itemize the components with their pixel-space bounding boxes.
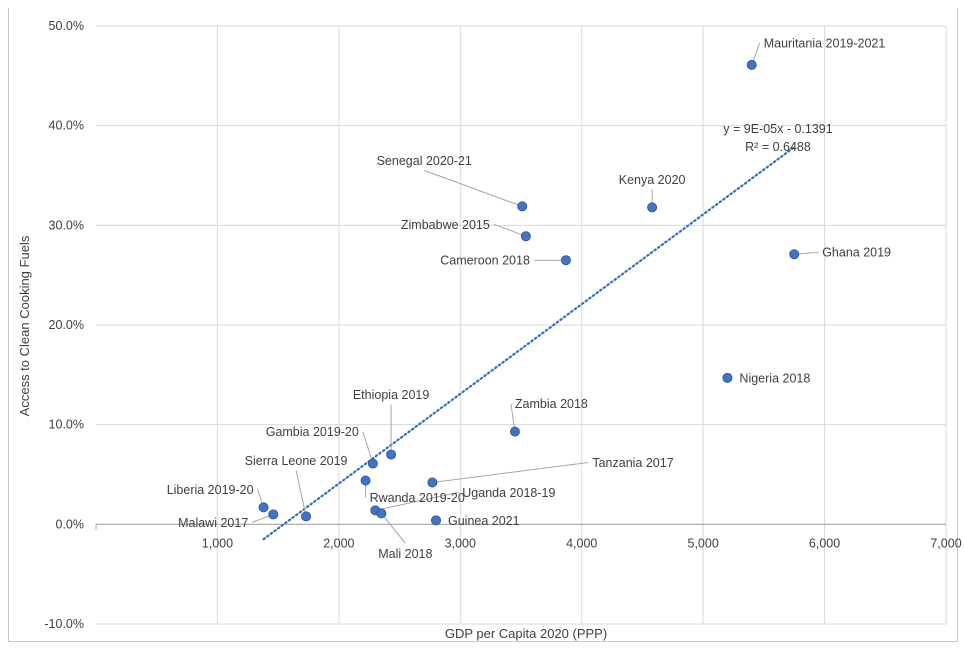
axes: -10.0% 0.0% 10.0% 20.0% 30.0% 40.0% 50.0% 1,000… — [44, 19, 961, 631]
leader-line — [362, 431, 374, 464]
trendline-equation: y = 9E-05x - 0.1391 — [723, 122, 832, 136]
data-point — [386, 449, 397, 460]
data-label: Rwanda 2019-20 — [370, 491, 465, 505]
data-label: Senegal 2020-21 — [377, 154, 472, 168]
data-point — [746, 59, 757, 70]
x-tick-label: 4,000 — [566, 536, 597, 550]
data-label: Nigeria 2018 — [739, 371, 810, 385]
grid — [96, 25, 947, 625]
data-point — [360, 475, 371, 486]
data-label: Cameroon 2018 — [440, 254, 530, 268]
data-point — [517, 201, 528, 212]
y-tick-label: 50.0% — [49, 19, 84, 33]
leader-line — [432, 461, 589, 483]
leader-line — [295, 470, 307, 517]
data-labels: Mauritania 2019-2021 Senegal 2020-21 Kenya… — [167, 36, 891, 561]
data-label: Zimbabwe 2015 — [401, 218, 490, 232]
y-tick-label: 0.0% — [56, 517, 85, 531]
data-point — [376, 508, 387, 519]
data-point — [427, 477, 438, 488]
x-tick-label: 1,000 — [202, 536, 233, 550]
data-label: Liberia 2019-20 — [167, 483, 254, 497]
data-label: Kenya 2020 — [619, 173, 686, 187]
trendline-r-squared: R² = 0.6488 — [745, 140, 811, 154]
leader-line — [380, 513, 406, 544]
data-label: Zambia 2018 — [515, 397, 588, 411]
data-point — [367, 458, 378, 469]
data-point — [509, 426, 520, 437]
leader-line — [493, 223, 527, 237]
trendline — [262, 146, 796, 541]
data-label: Guinea 2021 — [448, 514, 520, 528]
y-axis-title: Access to Clean Cooking Fuels — [17, 235, 32, 416]
data-point — [258, 502, 269, 513]
y-tick-label: 20.0% — [49, 318, 84, 332]
data-label: Ethiopia 2019 — [353, 388, 430, 402]
data-point — [789, 249, 800, 260]
data-label: Mauritania 2019-2021 — [764, 36, 886, 50]
data-label: Ghana 2019 — [822, 246, 891, 260]
y-tick-label: 30.0% — [49, 218, 84, 232]
data-points — [258, 59, 800, 526]
data-point — [722, 372, 733, 383]
leader-line — [424, 169, 523, 207]
y-tick-label: -10.0% — [44, 617, 84, 631]
data-label: Mali 2018 — [378, 547, 432, 561]
x-tick-label: 2,000 — [323, 536, 354, 550]
x-axis-title: GDP per Capita 2020 (PPP) — [445, 626, 607, 641]
leader-lines — [252, 42, 819, 544]
leader-line — [375, 491, 459, 511]
data-label: Gambia 2019-20 — [266, 425, 359, 439]
data-point — [268, 509, 279, 520]
y-tick-label: 10.0% — [49, 418, 84, 432]
data-label: Sierra Leone 2019 — [245, 454, 348, 468]
top-strip — [0, 0, 964, 8]
data-point — [301, 511, 312, 522]
data-point — [560, 255, 571, 266]
x-tick-label: 7,000 — [930, 536, 961, 550]
data-label: Malawi 2017 — [178, 516, 248, 530]
x-tick-label: 3,000 — [445, 536, 476, 550]
y-tick-label: 40.0% — [49, 119, 84, 133]
x-tick-label: 6,000 — [809, 536, 840, 550]
data-point — [647, 202, 658, 213]
x-tick-label: 5,000 — [688, 536, 719, 550]
data-label: Tanzania 2017 — [592, 456, 673, 470]
trendline-layer — [262, 146, 796, 541]
data-point — [430, 515, 441, 526]
data-point — [520, 231, 531, 242]
data-label: Uganda 2018-19 — [462, 486, 555, 500]
